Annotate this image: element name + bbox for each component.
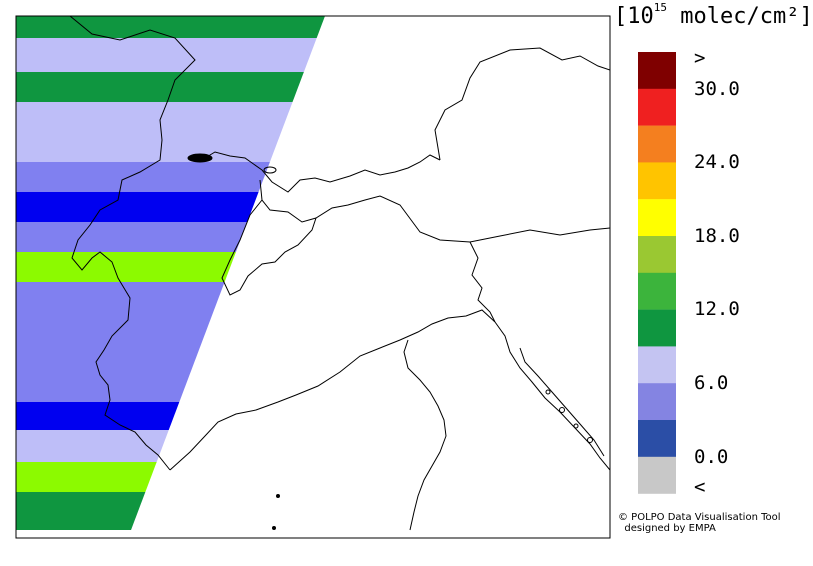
colorbar-block [638,88,676,126]
island [276,494,280,498]
swath-band-green [16,492,325,530]
coastline-borders [69,16,610,531]
border-line [69,16,196,471]
island [573,423,579,429]
island [272,526,276,530]
colorbar-block [638,199,676,237]
island [587,437,593,443]
credits: © POLPO Data Visualisation Tool designed… [618,512,781,534]
swath-band-blue [16,192,325,222]
swath-band-green [16,72,325,102]
border-line [469,241,496,323]
colorbar-label-0: 0.0 [694,446,729,468]
coastline [519,347,605,457]
swath-band-periwinkle [16,222,325,252]
colorbar-unit-label: [1015 molec/cm²] [614,0,813,29]
coastline [169,309,496,471]
swath-band-lavender [16,102,325,162]
border-line [259,179,610,243]
swath-band-lavender [16,430,325,462]
island [545,389,551,395]
colorbar-block [638,236,676,273]
swath-band-green [16,16,325,38]
border-line [434,47,610,161]
colorbar-block [638,125,676,163]
border-line [221,199,317,296]
swath-band-lavender [16,38,325,72]
lake [187,153,213,163]
satellite-swath [0,0,340,530]
swath-band-periwinkle [16,162,325,192]
lake [263,166,277,174]
map-frame [15,15,611,539]
swath-band-lightgreen [16,252,325,282]
colorbar-block [638,383,676,421]
colorbar-block [638,346,676,384]
coastline [403,339,447,531]
colorbar-block [638,52,676,89]
swath-band-lightgreen [16,462,325,492]
colorbar-label-gt: > [694,47,706,69]
colorbar [638,52,676,494]
colorbar-label-12: 12.0 [694,298,740,320]
colorbar-label-24: 24.0 [694,151,740,173]
colorbar-block [638,309,676,347]
island [559,407,565,413]
colorbar-block [638,162,676,200]
coastline [494,321,610,471]
swath-band-orange [0,0,340,10]
colorbar-label-6: 6.0 [694,372,729,394]
colorbar-block [638,272,676,310]
swath-band-blue [16,402,325,430]
colorbar-block [638,420,676,457]
colorbar-label-30: 30.0 [694,78,740,100]
colorbar-block [638,456,676,494]
colorbar-label-lt: < [694,476,706,498]
credits-line1: © POLPO Data Visualisation Tool [618,512,781,523]
colorbar-label-18: 18.0 [694,225,740,247]
border-line [204,151,441,193]
credits-line2: designed by EMPA [624,523,716,534]
swath-band-periwinkle [16,282,325,402]
